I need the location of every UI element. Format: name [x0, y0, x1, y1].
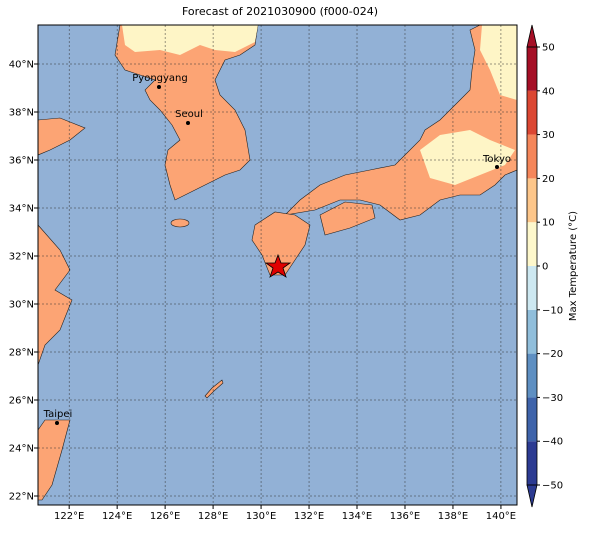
okinawa-land: [204, 379, 224, 399]
city-label: Taipei: [43, 409, 73, 420]
x-tick-label: 138°E: [438, 511, 468, 522]
city-label: Tokyo: [482, 154, 511, 165]
china-coast: [38, 224, 73, 366]
city-dot: [157, 85, 161, 89]
colorbar-segment: [527, 134, 537, 179]
y-tick-label: 28°N: [9, 348, 34, 359]
x-tick-label: 136°E: [390, 511, 420, 522]
colorbar-segment: [527, 222, 537, 266]
city-dot: [495, 165, 499, 169]
title: Forecast of 2021030900 (f000-024): [182, 5, 378, 18]
shikoku-land: [319, 201, 376, 236]
colorbar-tick-label: 50: [542, 43, 555, 54]
map-frame: [37, 24, 518, 506]
colorbar-segment: [527, 266, 537, 310]
warm-area: [420, 25, 517, 185]
colorbar-tick-label: −20: [542, 349, 563, 360]
y-tick-label: 40°N: [9, 60, 34, 71]
y-tick-label: 30°N: [9, 300, 34, 311]
colorbar-tick-label: 40: [542, 86, 555, 97]
y-tick-label: 34°N: [9, 204, 34, 215]
x-tick-label: 130°E: [246, 511, 276, 522]
y-tick-label: 36°N: [9, 156, 34, 167]
colorbar-tick-label: 0: [542, 262, 548, 273]
city-dot: [186, 121, 190, 125]
colorbar-tick-label: 20: [542, 174, 555, 185]
colorbar-segment: [527, 47, 537, 91]
colorbar-tick-label: −50: [542, 481, 563, 492]
x-tick-label: 126°E: [150, 511, 180, 522]
kyushu-land: [251, 211, 311, 276]
city-dot: [55, 421, 59, 425]
x-tick-label: 122°E: [54, 511, 84, 522]
colorbar-label: Max Temperature (°C): [568, 211, 579, 321]
graticule: [38, 25, 517, 505]
colorbar-tick-label: 10: [542, 218, 555, 229]
colorbar-segment: [527, 90, 537, 135]
map-area: Pyongyang Seoul Tokyo Taipei: [38, 25, 517, 505]
x-tick-label: 132°E: [294, 511, 324, 522]
colorbar-segment: [527, 397, 537, 442]
y-tick-label: 32°N: [9, 252, 34, 263]
colorbar-segment: [527, 441, 537, 485]
shandong-land: [38, 117, 86, 156]
colorbar-tick-label: −30: [542, 393, 563, 404]
korea-land: [114, 25, 259, 201]
colorbar-tick-label: −40: [542, 437, 563, 448]
colorbar-extend-top: [526, 24, 538, 48]
jeju-land: [170, 218, 190, 228]
city-label: Seoul: [175, 109, 203, 120]
taiwan-land: [38, 419, 71, 501]
y-tick-label: 24°N: [9, 444, 34, 455]
colorbar-segment: [527, 309, 537, 354]
colorbar-tick-label: −10: [542, 305, 563, 316]
colorbar-segment: [527, 178, 537, 223]
city-label: Pyongyang: [132, 73, 187, 84]
colorbar-extend-bottom: [526, 484, 538, 508]
colorbar: −50 −40 −30 −20 −10 0 10 20 30 40 50: [526, 24, 563, 508]
x-tick-label: 128°E: [198, 511, 228, 522]
forecast-point-star: [264, 253, 292, 278]
y-tick-label: 22°N: [9, 492, 34, 503]
y-tick-label: 38°N: [9, 108, 34, 119]
colorbar-segment: [527, 353, 537, 398]
y-tick-label: 26°N: [9, 396, 34, 407]
x-tick-label: 134°E: [342, 511, 372, 522]
colorbar-tick-label: 30: [542, 130, 555, 141]
warm-area: [122, 25, 258, 55]
x-tick-label: 140°E: [486, 511, 516, 522]
x-tick-label: 124°E: [102, 511, 132, 522]
